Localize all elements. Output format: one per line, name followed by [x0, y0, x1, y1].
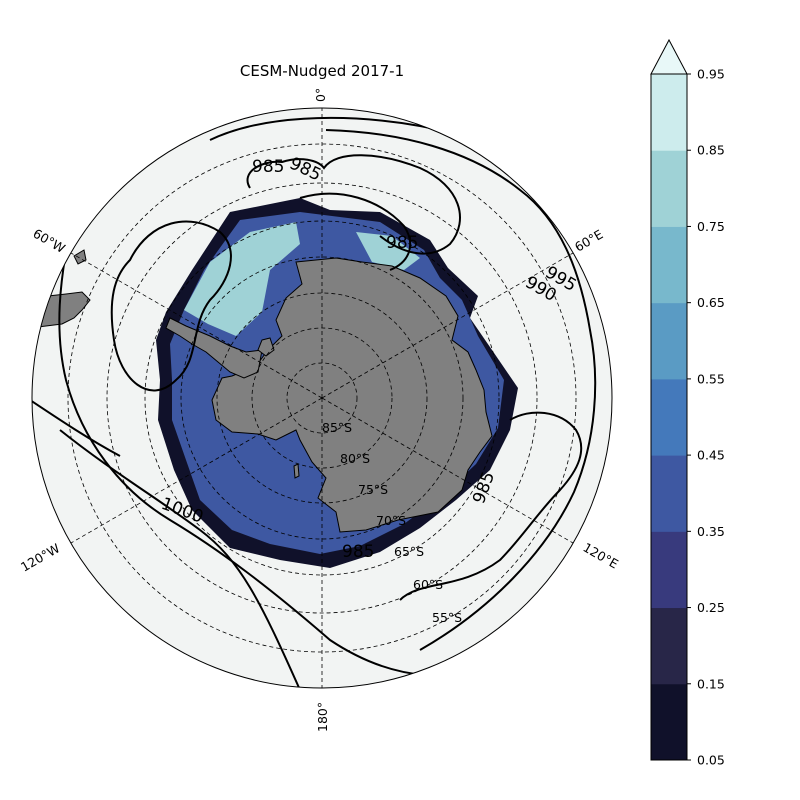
- colorbar-tick-label: 0.35: [697, 524, 725, 539]
- colorbar-segment: [651, 302, 687, 380]
- colorbar-frame: [650, 73, 688, 761]
- colorbar-segment: [651, 378, 687, 456]
- island: [293, 463, 300, 479]
- colorbar-segment: [651, 74, 687, 151]
- contour-label: 985: [342, 542, 374, 562]
- colorbar-extend-max: [650, 38, 688, 75]
- contour-990-995: [325, 129, 597, 651]
- lat-label: 85°S: [322, 420, 352, 435]
- lat-label: 80°S: [340, 451, 370, 466]
- lat-label: 55°S: [432, 610, 462, 625]
- lon-label-60e: 60°E: [572, 227, 606, 255]
- map-border: [31, 107, 613, 689]
- contour-label: 985: [252, 157, 284, 177]
- lon-label-60w: 60°W: [31, 226, 68, 256]
- colorbar-tick-label: 0.85: [697, 143, 725, 158]
- island: [257, 337, 275, 357]
- lon-label-120e: 120°E: [581, 540, 622, 572]
- sea-ice-band-light: [184, 222, 420, 336]
- lon-label-120w: 120°W: [18, 540, 62, 574]
- lat-label: 75°S: [358, 482, 388, 497]
- antarctic-peninsula: [165, 317, 263, 379]
- colorbar-tick-label: 0.45: [697, 448, 725, 463]
- lon-label-0: 0°: [313, 88, 328, 102]
- colorbar-segment: [651, 150, 687, 227]
- colorbar-tick-label: 0.05: [697, 753, 725, 768]
- contour-985-inner: [299, 192, 412, 271]
- colorbar-segment: [651, 607, 687, 685]
- lon-label-180: 180°: [315, 702, 330, 732]
- colorbar-tick-label: 0.95: [697, 67, 725, 82]
- contour-west: [110, 220, 232, 392]
- pressure-contours: [32, 116, 601, 688]
- map-title: CESM-Nudged 2017-1: [239, 62, 405, 80]
- colorbar: 0.05 0.15 0.25 0.35 0.45 0.55 0.65 0.75 0.85 0.95: [650, 38, 725, 768]
- latitude-labels: 85°S 80°S 75°S 70°S 65°S 60°S 55°S: [322, 420, 462, 625]
- lat-label: 70°S: [376, 513, 406, 528]
- lat-label: 60°S: [413, 577, 443, 592]
- contour-985-north: [246, 154, 461, 255]
- colorbar-segment: [651, 683, 687, 761]
- colorbar-tick-label: 0.25: [697, 600, 725, 615]
- colorbar-tick-label: 0.55: [697, 371, 725, 386]
- lat-label: 65°S: [394, 544, 424, 559]
- contour-label: 985: [386, 233, 418, 253]
- colorbar-segment: [651, 226, 687, 304]
- contour-south: [58, 229, 521, 677]
- longitude-gridlines: [70, 108, 574, 688]
- colorbar-tick-label: 0.65: [697, 295, 725, 310]
- colorbar-tick-label: 0.15: [697, 676, 725, 691]
- contour-sw: [32, 399, 121, 457]
- colorbar-tick-label: 0.75: [697, 219, 725, 234]
- colorbar-segment: [651, 455, 687, 532]
- contour-east: [399, 411, 583, 601]
- colorbar-segment: [651, 531, 687, 609]
- contour-1000: [59, 429, 301, 688]
